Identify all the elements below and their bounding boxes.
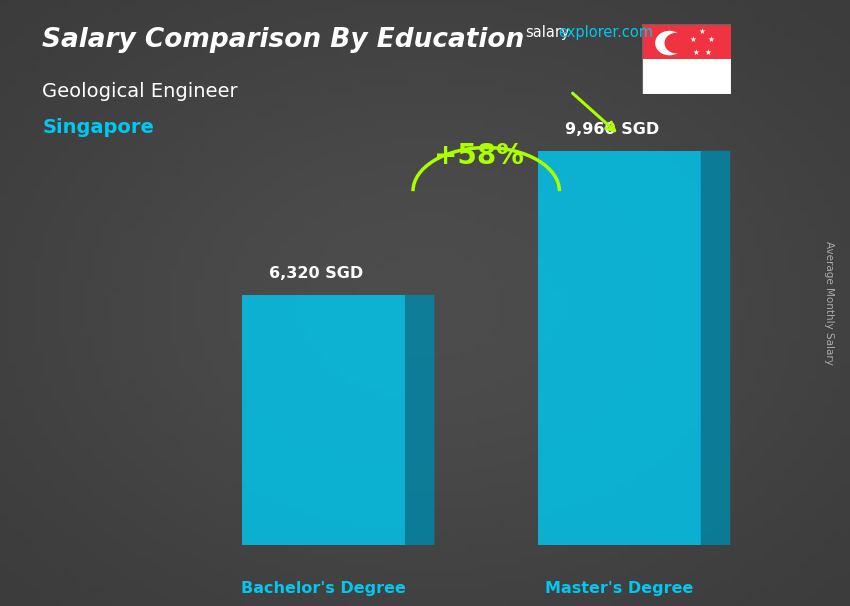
Text: ★: ★	[693, 48, 700, 57]
Text: 9,960 SGD: 9,960 SGD	[564, 122, 659, 137]
Polygon shape	[242, 295, 405, 545]
Text: explorer.com: explorer.com	[558, 25, 654, 41]
Text: ★: ★	[705, 48, 711, 57]
Polygon shape	[538, 151, 700, 545]
Text: 6,320 SGD: 6,320 SGD	[269, 266, 363, 281]
Polygon shape	[655, 31, 683, 55]
Text: Bachelor's Degree: Bachelor's Degree	[241, 581, 406, 596]
Text: Singapore: Singapore	[42, 118, 155, 137]
Text: ★: ★	[708, 35, 715, 44]
Polygon shape	[405, 295, 434, 545]
Polygon shape	[700, 151, 730, 545]
Text: Geological Engineer: Geological Engineer	[42, 82, 238, 101]
Text: Average Monthly Salary: Average Monthly Salary	[824, 241, 834, 365]
Text: Salary Comparison By Education: Salary Comparison By Education	[42, 27, 524, 53]
Text: Master's Degree: Master's Degree	[545, 581, 694, 596]
Polygon shape	[642, 24, 731, 59]
Text: ★: ★	[699, 27, 705, 36]
Polygon shape	[642, 59, 731, 94]
Text: salary: salary	[525, 25, 570, 41]
Text: +58%: +58%	[434, 142, 524, 170]
Text: ★: ★	[689, 35, 696, 44]
Polygon shape	[665, 33, 689, 53]
